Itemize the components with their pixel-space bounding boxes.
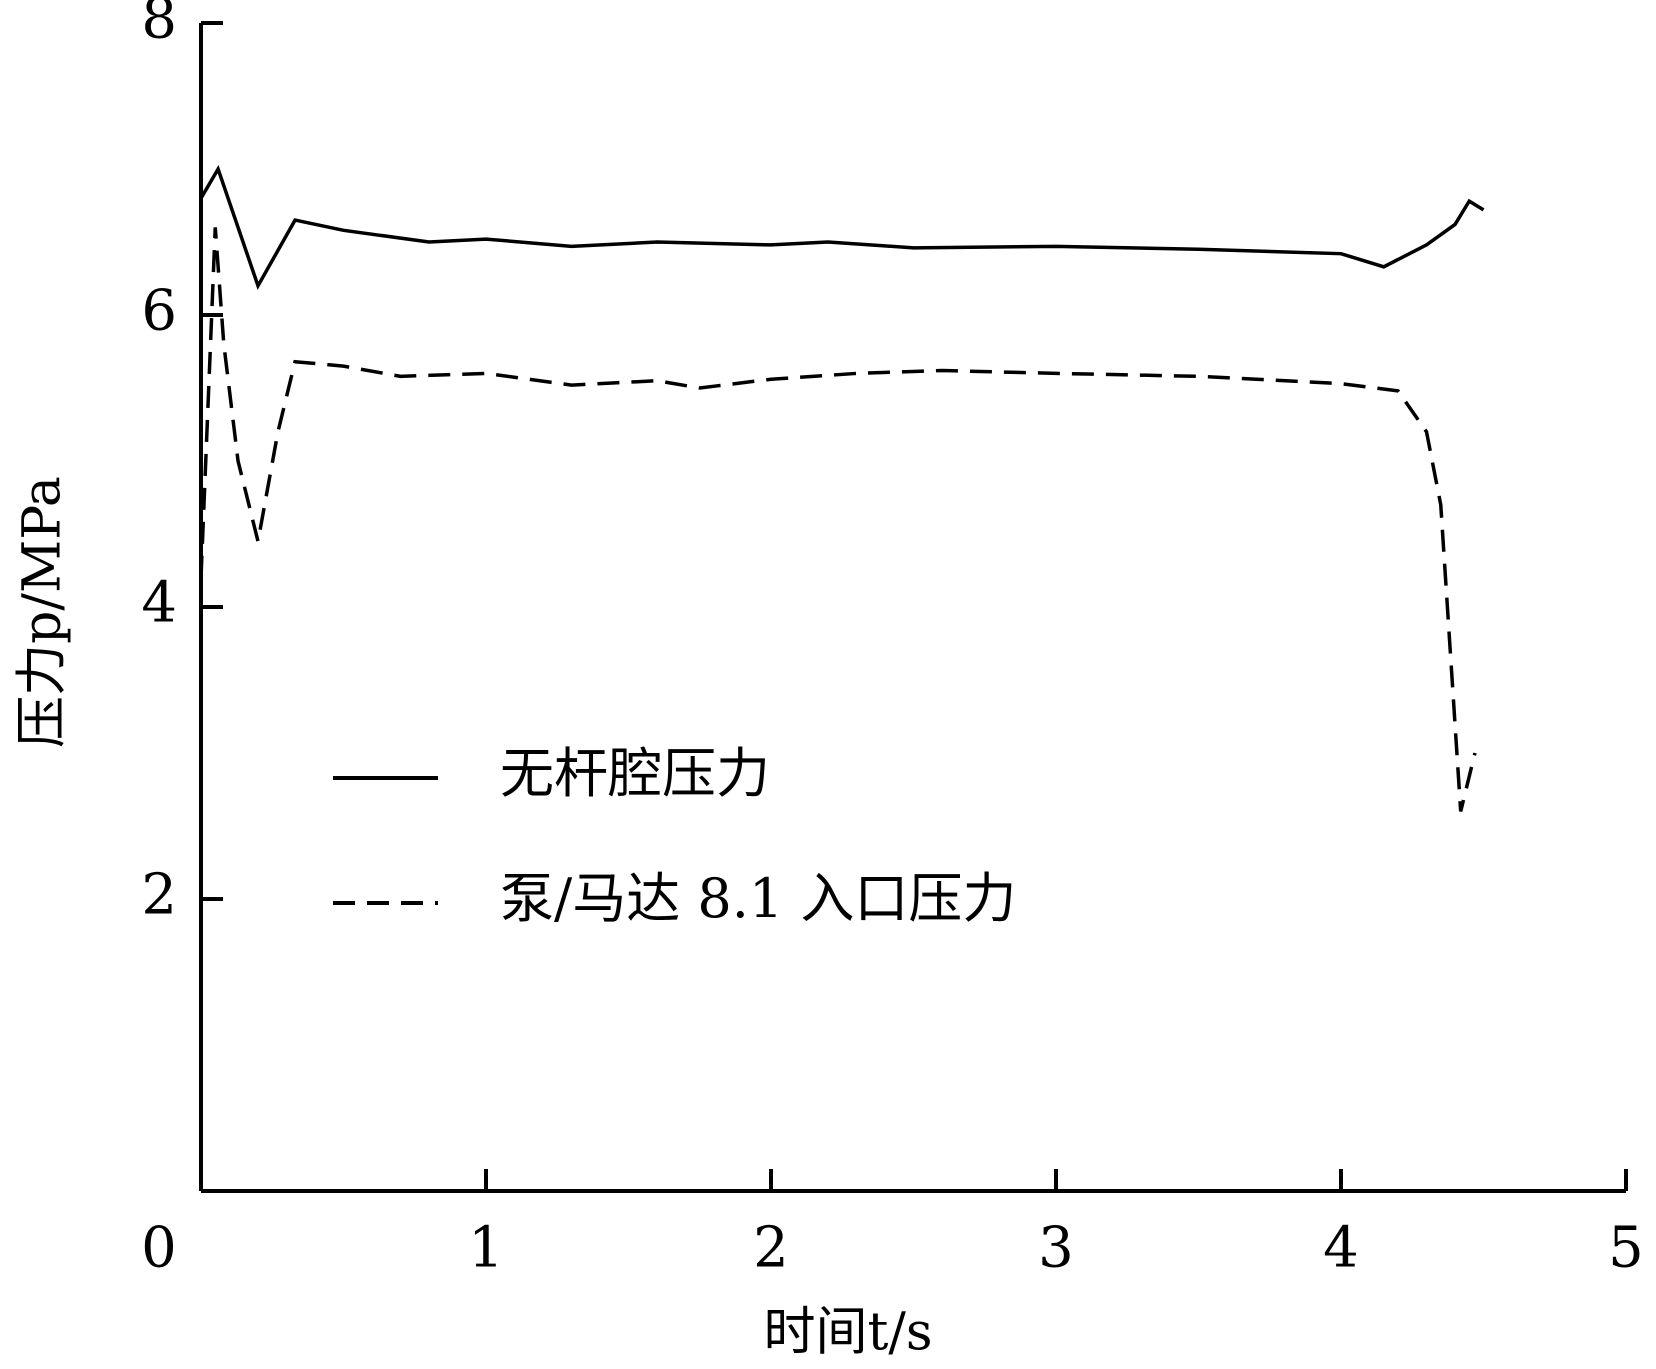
x-tick-label: 3 (1038, 1216, 1074, 1281)
y-tick-label: 2 (141, 863, 177, 928)
x-tick-label: 0 (141, 1216, 177, 1281)
y-tick-label: 4 (141, 571, 177, 636)
y-tick-label: 8 (141, 0, 177, 52)
legend-label: 无杆腔压力 (500, 742, 770, 805)
y-axis-label: 压力p/MPa (13, 476, 73, 748)
x-tick-label: 1 (468, 1216, 504, 1281)
x-tick-label: 5 (1608, 1216, 1644, 1281)
legend-label: 泵/马达 8.1 入口压力 (500, 867, 1016, 930)
data-line (199, 164, 1485, 291)
x-axis-label: 时间t/s (763, 1303, 932, 1363)
data-line (199, 227, 1477, 812)
y-tick-label: 6 (141, 279, 177, 344)
x-tick-label: 2 (753, 1216, 789, 1281)
x-tick-label: 4 (1323, 1216, 1359, 1281)
